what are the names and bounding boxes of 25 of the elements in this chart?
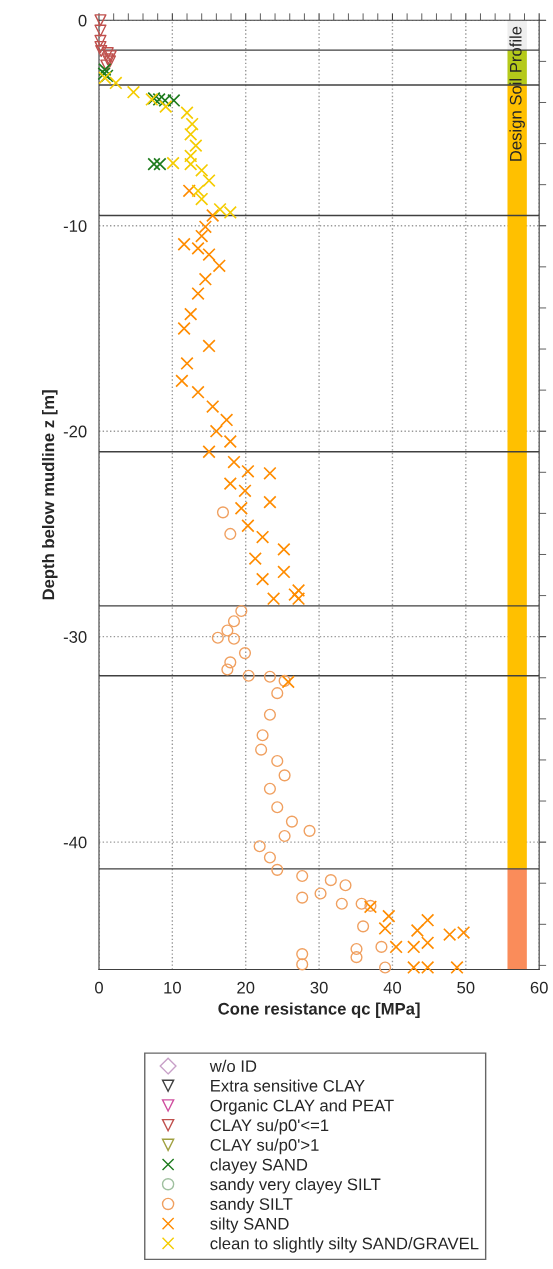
legend-label: clean to slightly silty SAND/GRAVEL <box>210 1237 479 1253</box>
legend-label: w/o ID <box>209 1059 257 1073</box>
x-tick-label: 40 <box>383 981 402 994</box>
x-tick-label: 10 <box>164 981 181 994</box>
x-tick-label: 60 <box>530 981 548 994</box>
y-tick-label: -10 <box>63 220 87 232</box>
legend-label: Extra sensitive CLAY <box>211 1079 365 1092</box>
y-tick-label: -40 <box>63 836 87 849</box>
legend-label: silty SAND <box>210 1217 289 1233</box>
legend-label: CLAY su/p0'<=1 <box>210 1118 329 1135</box>
x-tick-label: 0 <box>95 981 103 994</box>
legend-label: Organic CLAY and PEAT <box>210 1099 394 1115</box>
y-tick-label: -30 <box>63 631 87 643</box>
x-tick-label: 50 <box>457 981 475 994</box>
y-tick-label: -20 <box>63 425 87 438</box>
y-axis-title: Depth below mudline z [m] <box>42 390 58 600</box>
y-tick-label: 0 <box>78 14 87 27</box>
x-tick-label: 30 <box>310 981 328 994</box>
legend-label: clayey SAND <box>210 1158 308 1174</box>
legend-label: sandy very clayey SILT <box>210 1178 381 1194</box>
x-axis-title: Cone resistance qc [MPa] <box>218 1002 420 1018</box>
legend-label: sandy SILT <box>210 1197 293 1214</box>
legend-label: CLAY su/p0'>1 <box>210 1138 319 1155</box>
x-tick-label: 20 <box>237 981 255 994</box>
annotation: Design Soil Profile <box>509 26 525 161</box>
